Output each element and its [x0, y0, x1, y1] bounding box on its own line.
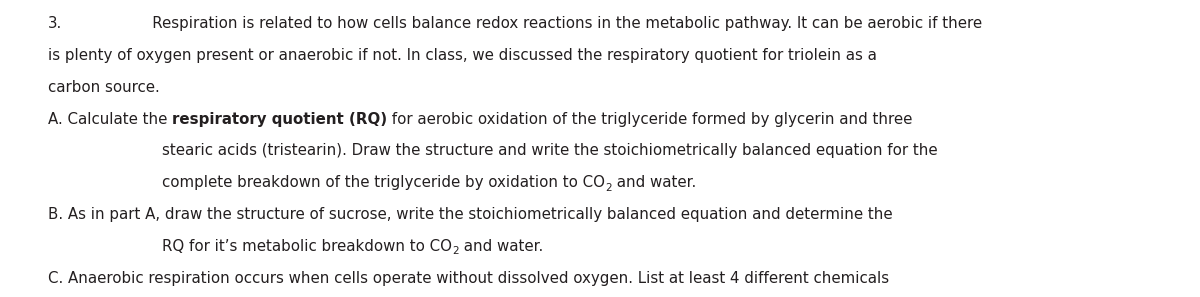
Text: 2: 2 [605, 183, 612, 193]
Text: 3.: 3. [48, 16, 62, 31]
Text: Respiration is related to how cells balance redox reactions in the metabolic pat: Respiration is related to how cells bala… [138, 16, 982, 31]
Text: 2: 2 [452, 246, 458, 256]
Text: for aerobic oxidation of the triglyceride formed by glycerin and three: for aerobic oxidation of the triglycerid… [388, 112, 913, 127]
Text: carbon source.: carbon source. [48, 80, 160, 95]
Text: A. Calculate the: A. Calculate the [48, 112, 172, 127]
Text: respiratory quotient (RQ): respiratory quotient (RQ) [172, 112, 388, 127]
Text: stearic acids (tristearin). Draw the structure and write the stoichiometrically : stearic acids (tristearin). Draw the str… [162, 143, 937, 159]
Text: RQ for it’s metabolic breakdown to CO: RQ for it’s metabolic breakdown to CO [162, 239, 452, 254]
Text: C. Anaerobic respiration occurs when cells operate without dissolved oxygen. Lis: C. Anaerobic respiration occurs when cel… [48, 271, 889, 286]
Text: and water.: and water. [612, 175, 696, 190]
Text: is plenty of oxygen present or anaerobic if not. In class, we discussed the resp: is plenty of oxygen present or anaerobic… [48, 48, 877, 63]
Text: complete breakdown of the triglyceride by oxidation to CO: complete breakdown of the triglyceride b… [162, 175, 605, 190]
Text: B. As in part A, draw the structure of sucrose, write the stoichiometrically bal: B. As in part A, draw the structure of s… [48, 207, 893, 222]
Text: and water.: and water. [458, 239, 542, 254]
